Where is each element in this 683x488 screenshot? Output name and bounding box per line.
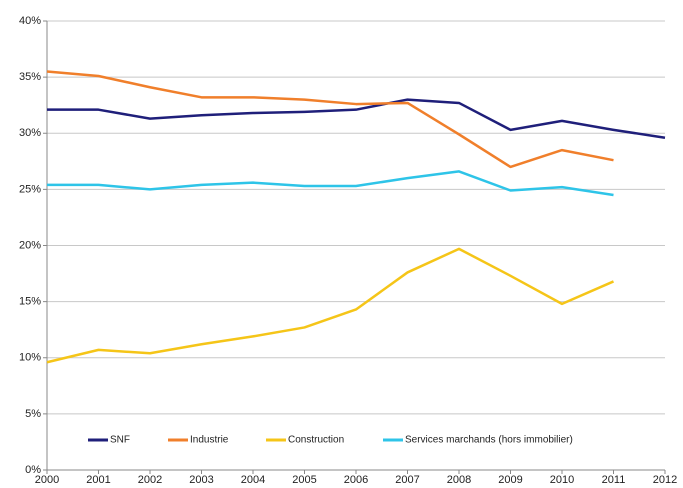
y-tick-label: 20% [19, 239, 41, 251]
x-tick-label: 2002 [138, 474, 162, 486]
legend-label: Industrie [190, 435, 229, 446]
y-tick-label: 5% [25, 408, 41, 420]
x-tick-label: 2003 [189, 474, 213, 486]
x-tick-label: 2001 [86, 474, 110, 486]
x-tick-label: 2012 [653, 474, 677, 486]
y-tick-label: 0% [25, 464, 41, 476]
y-tick-label: 40% [19, 15, 41, 27]
x-tick-label: 2004 [241, 474, 265, 486]
y-tick-label: 25% [19, 183, 41, 195]
y-tick-label: 15% [19, 296, 41, 308]
y-tick-label: 30% [19, 127, 41, 139]
x-tick-label: 2007 [395, 474, 419, 486]
x-tick-label: 2006 [344, 474, 368, 486]
series-line [47, 98, 666, 139]
series-line [46, 70, 614, 169]
x-tick-label: 2008 [447, 474, 471, 486]
legend-label: Services marchands (hors immobilier) [405, 435, 573, 446]
series-line [46, 247, 614, 364]
legend-label: Construction [288, 435, 344, 446]
x-tick-label: 2000 [35, 474, 59, 486]
y-tick-label: 35% [19, 71, 41, 83]
legend-label: SNF [110, 435, 130, 446]
y-tick-label: 10% [19, 352, 41, 364]
series-line [47, 170, 614, 197]
x-tick-label: 2010 [550, 474, 574, 486]
x-tick-label: 2005 [292, 474, 316, 486]
x-tick-label: 2011 [602, 474, 626, 486]
x-tick-label: 2009 [498, 474, 522, 486]
